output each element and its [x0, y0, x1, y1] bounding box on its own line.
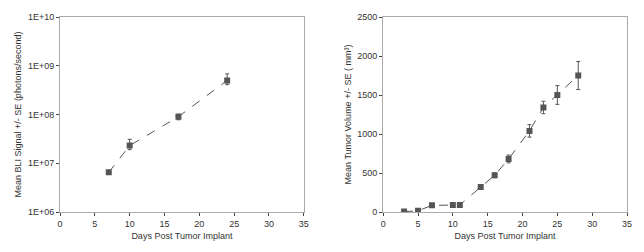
svg-text:15: 15 [159, 219, 169, 229]
svg-text:0: 0 [372, 207, 377, 217]
svg-text:2000: 2000 [357, 51, 377, 61]
svg-text:1E+06: 1E+06 [28, 207, 54, 217]
svg-text:35: 35 [299, 219, 309, 229]
svg-text:10: 10 [125, 219, 135, 229]
svg-text:0: 0 [381, 219, 386, 229]
svg-text:Mean Tumor Volume +/- SE ( mm³: Mean Tumor Volume +/- SE ( mm³) [343, 45, 353, 185]
svg-text:Days Post Tumor Implant: Days Post Tumor Implant [131, 231, 233, 241]
svg-text:20: 20 [518, 219, 528, 229]
svg-text:1E+10: 1E+10 [28, 12, 54, 22]
svg-text:2500: 2500 [357, 12, 377, 22]
svg-text:0: 0 [57, 219, 62, 229]
svg-text:35: 35 [622, 219, 632, 229]
svg-text:1E+09: 1E+09 [28, 61, 54, 71]
svg-text:10: 10 [448, 219, 458, 229]
svg-text:15: 15 [483, 219, 493, 229]
svg-text:25: 25 [552, 219, 562, 229]
svg-text:30: 30 [587, 219, 597, 229]
svg-text:5: 5 [416, 219, 421, 229]
svg-text:20: 20 [194, 219, 204, 229]
svg-text:Days Post Tumor Implant: Days Post Tumor Implant [455, 231, 557, 241]
svg-text:1E+07: 1E+07 [28, 158, 54, 168]
svg-text:Mean BLI Signal +/- SE (photon: Mean BLI Signal +/- SE (photons/second) [13, 32, 23, 198]
svg-text:1000: 1000 [357, 129, 377, 139]
svg-text:30: 30 [264, 219, 274, 229]
svg-text:25: 25 [229, 219, 239, 229]
svg-text:500: 500 [362, 168, 377, 178]
svg-text:5: 5 [92, 219, 97, 229]
svg-text:1500: 1500 [357, 90, 377, 100]
svg-text:1E+08: 1E+08 [28, 110, 54, 120]
